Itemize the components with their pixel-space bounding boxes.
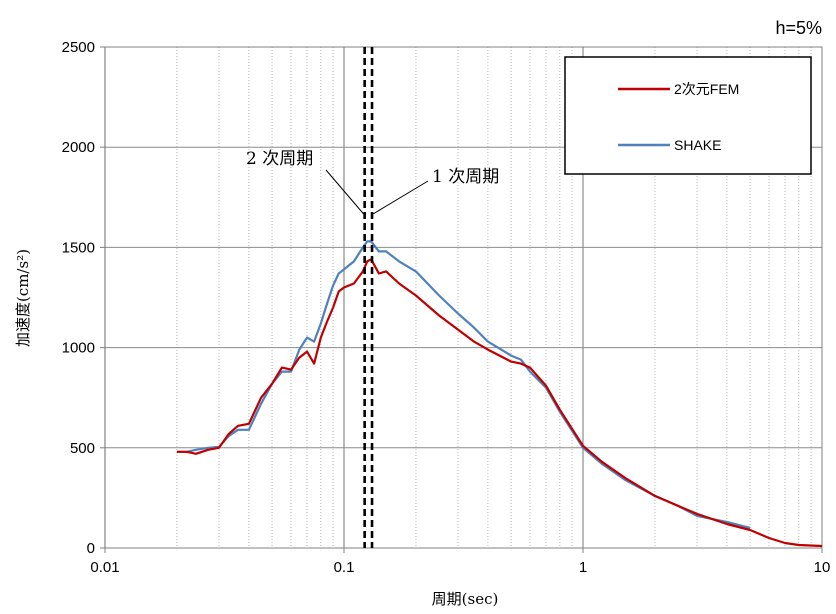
- second-period-leader: [325, 169, 365, 215]
- annotation-layer: 2 次周期 1 次周期: [246, 47, 499, 548]
- plot-frame: [104, 46, 823, 549]
- x-axis-label: 周期(sec): [432, 590, 499, 608]
- y-tick-label: 1000: [62, 340, 95, 357]
- x-tick-label: 0.1: [334, 559, 355, 576]
- y-tick-label: 1500: [62, 239, 95, 256]
- first-period-leader: [372, 180, 429, 215]
- x-axis-ticks: 0.01 0.1 1 10: [90, 548, 830, 576]
- x-tick-label: 1: [579, 559, 587, 576]
- legend-label-shake: SHAKE: [674, 137, 721, 153]
- legend-box: [564, 56, 812, 175]
- x-tick-label: 0.01: [90, 559, 119, 576]
- y-axis-ticks: 0 500 1000 1500 2000 2500: [62, 39, 105, 557]
- legend-label-2d-fem: 2次元FEM: [674, 81, 739, 97]
- y-tick-label: 2000: [62, 139, 95, 156]
- x-tick-label: 10: [814, 559, 831, 576]
- damping-label: h=5%: [775, 18, 822, 38]
- second-period-label: 2 次周期: [246, 149, 313, 169]
- y-axis-label: 加速度(cm/s²): [14, 249, 32, 347]
- first-period-label: 1 次周期: [432, 167, 499, 187]
- grid-minor: [176, 47, 812, 548]
- y-tick-label: 0: [87, 540, 95, 557]
- y-tick-label: 2500: [62, 39, 95, 56]
- y-tick-label: 500: [70, 440, 95, 457]
- legend: 2次元FEM SHAKE: [564, 56, 812, 175]
- series-layer: [176, 240, 823, 548]
- series-line-2d-fem: [176, 258, 823, 548]
